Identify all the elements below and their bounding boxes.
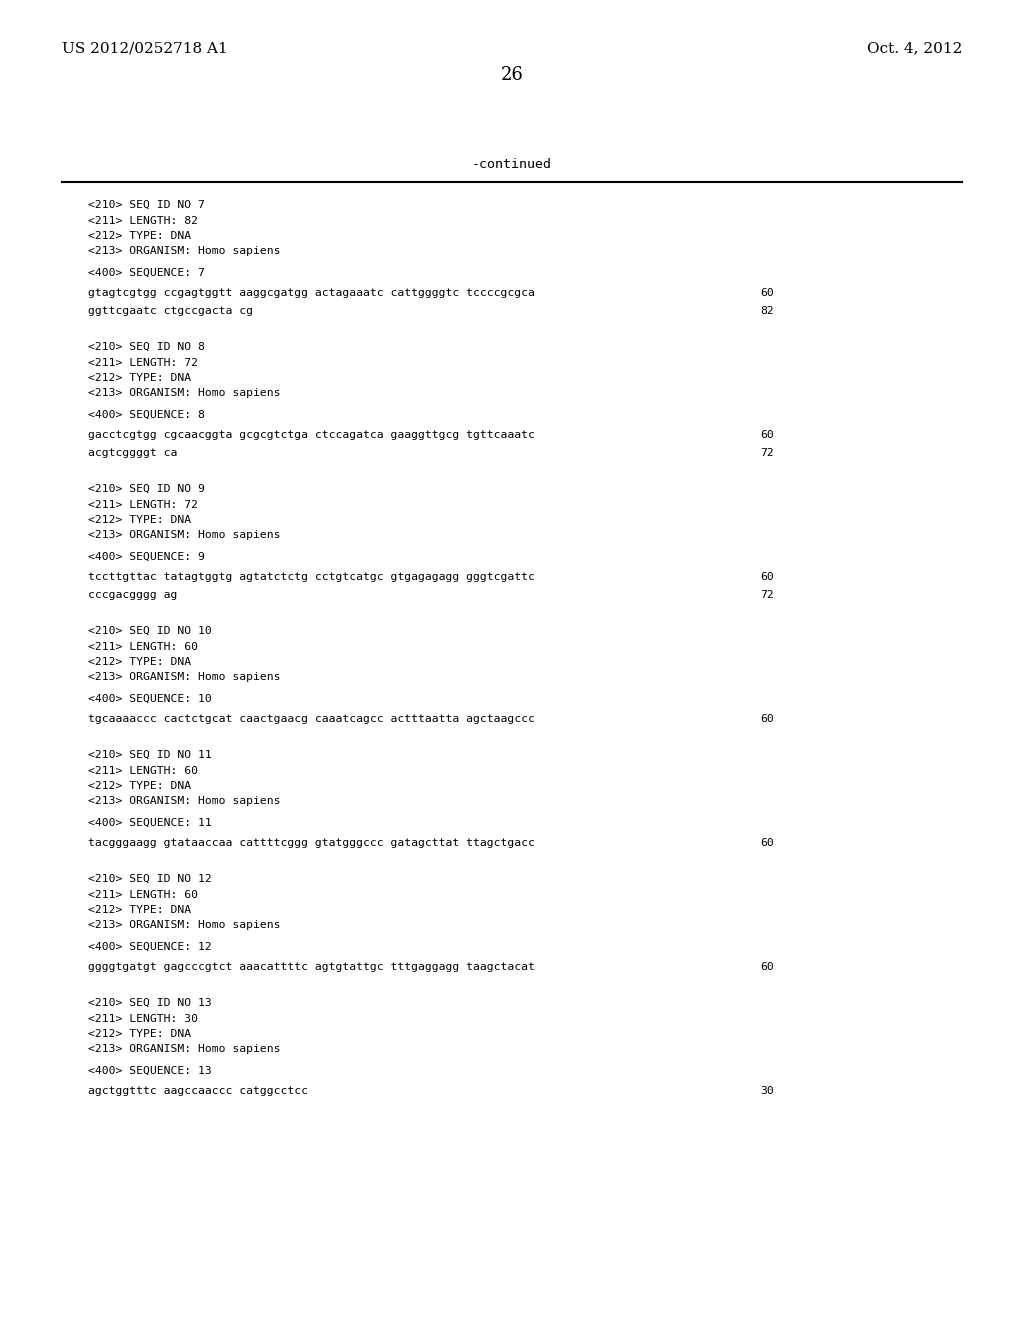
Text: <211> LENGTH: 30: <211> LENGTH: 30 (88, 1014, 198, 1023)
Text: Oct. 4, 2012: Oct. 4, 2012 (866, 41, 962, 55)
Text: <213> ORGANISM: Homo sapiens: <213> ORGANISM: Homo sapiens (88, 796, 281, 807)
Text: 72: 72 (760, 590, 774, 601)
Text: 60: 60 (760, 838, 774, 847)
Text: <211> LENGTH: 60: <211> LENGTH: 60 (88, 890, 198, 899)
Text: acgtcggggt ca: acgtcggggt ca (88, 447, 177, 458)
Text: <211> LENGTH: 82: <211> LENGTH: 82 (88, 215, 198, 226)
Text: ggttcgaatc ctgccgacta cg: ggttcgaatc ctgccgacta cg (88, 306, 253, 315)
Text: <210> SEQ ID NO 10: <210> SEQ ID NO 10 (88, 626, 212, 636)
Text: <400> SEQUENCE: 12: <400> SEQUENCE: 12 (88, 942, 212, 952)
Text: <400> SEQUENCE: 7: <400> SEQUENCE: 7 (88, 268, 205, 279)
Text: 60: 60 (760, 962, 774, 972)
Text: <213> ORGANISM: Homo sapiens: <213> ORGANISM: Homo sapiens (88, 672, 281, 682)
Text: <400> SEQUENCE: 13: <400> SEQUENCE: 13 (88, 1067, 212, 1076)
Text: agctggtttc aagccaaccc catggcctcc: agctggtttc aagccaaccc catggcctcc (88, 1086, 308, 1096)
Text: <213> ORGANISM: Homo sapiens: <213> ORGANISM: Homo sapiens (88, 247, 281, 256)
Text: <210> SEQ ID NO 7: <210> SEQ ID NO 7 (88, 201, 205, 210)
Text: <212> TYPE: DNA: <212> TYPE: DNA (88, 231, 191, 242)
Text: 60: 60 (760, 430, 774, 440)
Text: 26: 26 (501, 66, 523, 84)
Text: <211> LENGTH: 72: <211> LENGTH: 72 (88, 499, 198, 510)
Text: gacctcgtgg cgcaacggta gcgcgtctga ctccagatca gaaggttgcg tgttcaaatc: gacctcgtgg cgcaacggta gcgcgtctga ctccaga… (88, 430, 535, 440)
Text: tacgggaagg gtataaccaa cattttcggg gtatgggccc gatagcttat ttagctgacc: tacgggaagg gtataaccaa cattttcggg gtatggg… (88, 838, 535, 847)
Text: -continued: -continued (472, 158, 552, 172)
Text: <212> TYPE: DNA: <212> TYPE: DNA (88, 1030, 191, 1039)
Text: <400> SEQUENCE: 10: <400> SEQUENCE: 10 (88, 694, 212, 704)
Text: <213> ORGANISM: Homo sapiens: <213> ORGANISM: Homo sapiens (88, 1044, 281, 1055)
Text: 30: 30 (760, 1086, 774, 1096)
Text: <212> TYPE: DNA: <212> TYPE: DNA (88, 515, 191, 525)
Text: <400> SEQUENCE: 9: <400> SEQUENCE: 9 (88, 552, 205, 562)
Text: <211> LENGTH: 60: <211> LENGTH: 60 (88, 766, 198, 776)
Text: US 2012/0252718 A1: US 2012/0252718 A1 (62, 41, 227, 55)
Text: <211> LENGTH: 60: <211> LENGTH: 60 (88, 642, 198, 652)
Text: <210> SEQ ID NO 11: <210> SEQ ID NO 11 (88, 750, 212, 760)
Text: 60: 60 (760, 288, 774, 298)
Text: <213> ORGANISM: Homo sapiens: <213> ORGANISM: Homo sapiens (88, 920, 281, 931)
Text: <400> SEQUENCE: 8: <400> SEQUENCE: 8 (88, 411, 205, 420)
Text: <213> ORGANISM: Homo sapiens: <213> ORGANISM: Homo sapiens (88, 531, 281, 540)
Text: tccttgttac tatagtggtg agtatctctg cctgtcatgc gtgagagagg gggtcgattc: tccttgttac tatagtggtg agtatctctg cctgtca… (88, 572, 535, 582)
Text: <212> TYPE: DNA: <212> TYPE: DNA (88, 781, 191, 791)
Text: tgcaaaaccc cactctgcat caactgaacg caaatcagcc actttaatta agctaagccc: tgcaaaaccc cactctgcat caactgaacg caaatca… (88, 714, 535, 723)
Text: cccgacgggg ag: cccgacgggg ag (88, 590, 177, 601)
Text: 72: 72 (760, 447, 774, 458)
Text: 60: 60 (760, 714, 774, 723)
Text: <400> SEQUENCE: 11: <400> SEQUENCE: 11 (88, 818, 212, 828)
Text: <211> LENGTH: 72: <211> LENGTH: 72 (88, 358, 198, 367)
Text: ggggtgatgt gagcccgtct aaacattttc agtgtattgc tttgaggagg taagctacat: ggggtgatgt gagcccgtct aaacattttc agtgtat… (88, 962, 535, 972)
Text: <212> TYPE: DNA: <212> TYPE: DNA (88, 657, 191, 667)
Text: <212> TYPE: DNA: <212> TYPE: DNA (88, 374, 191, 383)
Text: <210> SEQ ID NO 12: <210> SEQ ID NO 12 (88, 874, 212, 884)
Text: <210> SEQ ID NO 13: <210> SEQ ID NO 13 (88, 998, 212, 1008)
Text: <210> SEQ ID NO 8: <210> SEQ ID NO 8 (88, 342, 205, 352)
Text: <213> ORGANISM: Homo sapiens: <213> ORGANISM: Homo sapiens (88, 388, 281, 399)
Text: <210> SEQ ID NO 9: <210> SEQ ID NO 9 (88, 484, 205, 494)
Text: 82: 82 (760, 306, 774, 315)
Text: <212> TYPE: DNA: <212> TYPE: DNA (88, 906, 191, 915)
Text: 60: 60 (760, 572, 774, 582)
Text: gtagtcgtgg ccgagtggtt aaggcgatgg actagaaatc cattggggtc tccccgcgca: gtagtcgtgg ccgagtggtt aaggcgatgg actagaa… (88, 288, 535, 298)
